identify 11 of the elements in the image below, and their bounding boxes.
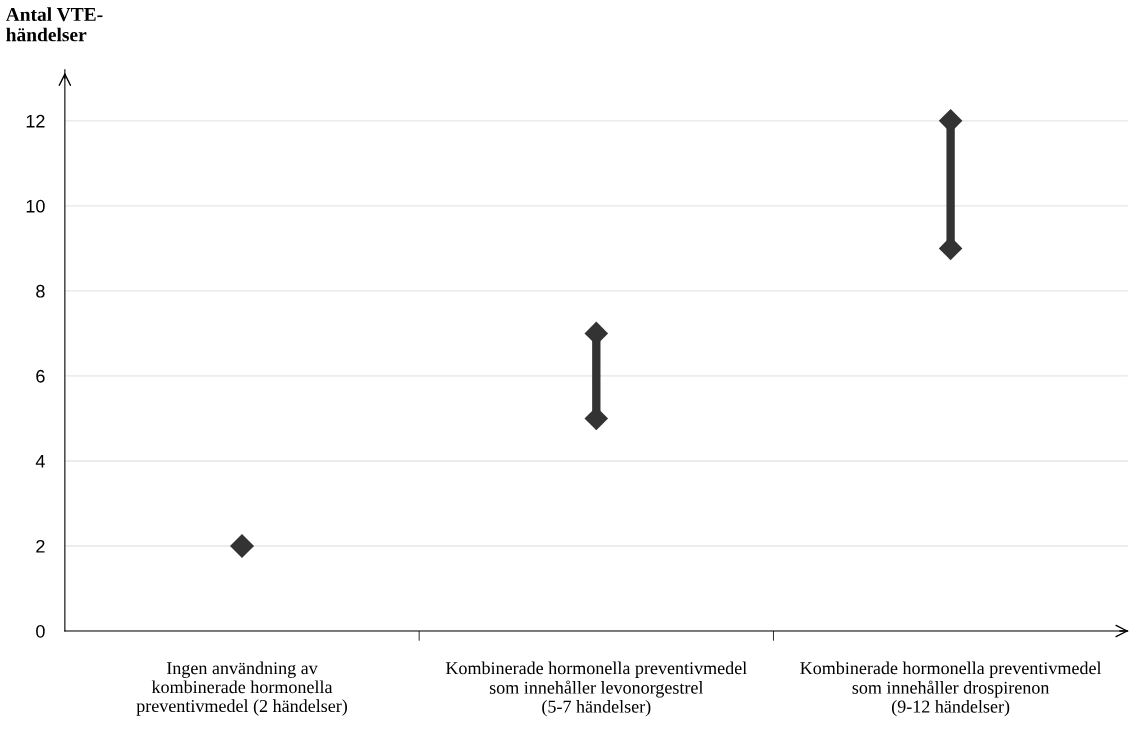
y-tick-label: 6 bbox=[36, 369, 45, 383]
y-tick-label: 2 bbox=[36, 539, 45, 553]
x-tick-label: Ingen användning av kombinerade hormonella preventivmedel (2 händelser) bbox=[136, 661, 347, 716]
y-axis-title: Antal VTE- händelser bbox=[5, 7, 103, 42]
y-tick-label: 10 bbox=[26, 199, 45, 213]
y-tick-label: 8 bbox=[36, 284, 45, 298]
y-tick-label: 0 bbox=[36, 624, 45, 638]
y-tick-label: 12 bbox=[26, 114, 45, 128]
y-tick-label: 4 bbox=[35, 455, 45, 468]
x-tick-label: Kombinerade hormonella preventivmedel som innehåller levonorgestrel (5-7 händelser) bbox=[445, 661, 747, 717]
x-tick-label: Kombinerade hormonella preventivmedel som innehåller drospirenon (9-12 händelser) bbox=[800, 661, 1102, 717]
